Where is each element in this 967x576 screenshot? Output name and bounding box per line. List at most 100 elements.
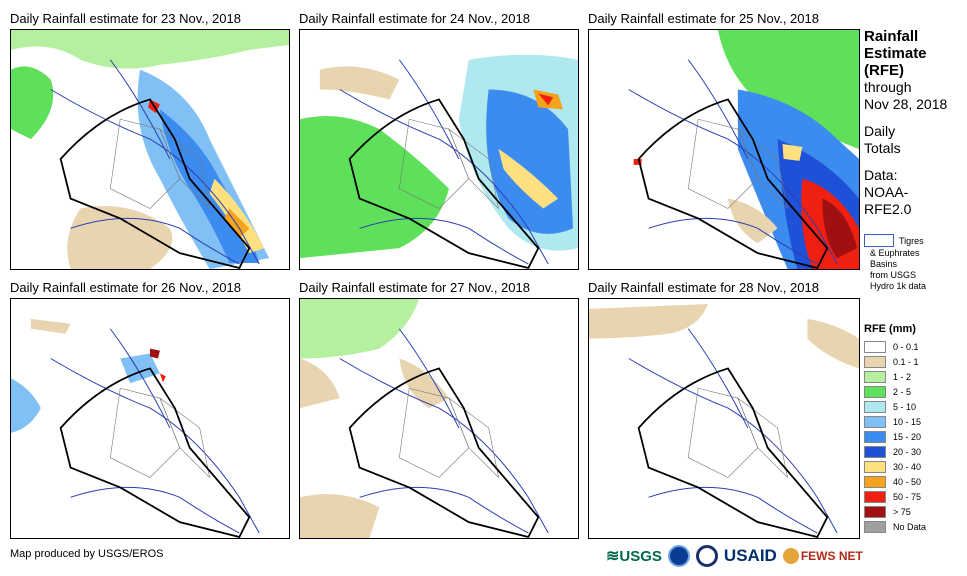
daily-line-2: Totals: [864, 140, 901, 156]
rain-layer: [300, 54, 578, 259]
basin-line-1: Tigres: [899, 236, 924, 246]
country-border: [59, 98, 251, 269]
legend-label: 1 - 2: [893, 371, 912, 382]
legend-swatch: [864, 340, 886, 353]
legend-swatch: [864, 415, 886, 428]
legend-row: 20 - 30: [864, 444, 964, 459]
panel-title-2: Daily Rainfall estimate for 24 Nov., 201…: [299, 11, 530, 26]
rivers: [628, 59, 838, 265]
legend-label: > 75: [893, 506, 911, 517]
legend-row: 40 - 50: [864, 474, 964, 489]
legend-swatch: [864, 355, 886, 368]
legend-label: 0.1 - 1: [893, 356, 919, 367]
legend-swatch: [864, 370, 886, 383]
legend-label: 30 - 40: [893, 461, 922, 472]
legend-row: 10 - 15: [864, 414, 964, 429]
legend-row: 0.1 - 1: [864, 354, 964, 369]
basin-note: Tigres & Euphrates Basins from USGS Hydr…: [864, 234, 964, 292]
province-borders: [398, 118, 500, 210]
daily-line-1: Daily: [864, 123, 896, 139]
map-svg-1: [11, 30, 289, 269]
rainfall-map-6: [588, 298, 860, 539]
rainfall-map-1: [10, 29, 290, 270]
rain-layer: [589, 303, 859, 369]
province-borders: [687, 118, 789, 210]
map-svg-6: [589, 303, 859, 538]
heading-line-1: Rainfall: [864, 28, 919, 45]
panel-title-3: Daily Rainfall estimate for 25 Nov., 201…: [588, 11, 819, 26]
legend-row: No Data: [864, 519, 964, 534]
rivers: [339, 328, 549, 534]
legend-label: 50 - 75: [893, 491, 922, 502]
usgs-wave-icon: ≋: [606, 548, 620, 565]
legend-row: 15 - 20: [864, 429, 964, 444]
legend-swatch: [864, 400, 886, 413]
legend-label: 2 - 5: [893, 386, 912, 397]
legend-row: 30 - 40: [864, 459, 964, 474]
data-line-1: Data:: [864, 167, 898, 183]
province-borders: [109, 387, 211, 479]
through-line-1: through: [864, 79, 912, 95]
legend-swatch: [864, 430, 886, 443]
legend-row: 2 - 5: [864, 384, 964, 399]
panel-title-4: Daily Rainfall estimate for 26 Nov., 201…: [10, 280, 241, 295]
usaid-logo: USAID: [724, 546, 777, 566]
data-line-3: RFE2.0: [864, 201, 912, 217]
sidebar-info: Rainfall Estimate (RFE) through Nov 28, …: [864, 28, 964, 218]
province-borders: [398, 387, 500, 479]
legend-label: 0 - 0.1: [893, 341, 919, 352]
data-line-2: NOAA-: [864, 184, 909, 200]
legend-swatch: [864, 385, 886, 398]
logo-strip: ≋ USGS USAID FEWS NET: [606, 542, 863, 570]
legend-title: RFE (mm): [864, 323, 916, 335]
legend-label: 40 - 50: [893, 476, 922, 487]
rivers: [628, 328, 838, 534]
through-line-2: Nov 28, 2018: [864, 96, 948, 112]
rainfall-map-2: [299, 29, 579, 270]
country-border: [637, 367, 829, 538]
legend-label: No Data: [893, 521, 927, 532]
rain-layer: [11, 30, 289, 269]
basin-line-4: from USGS: [870, 270, 917, 280]
rivers: [339, 59, 549, 265]
legend-row: 5 - 10: [864, 399, 964, 414]
legend-swatch: [864, 490, 886, 503]
rain-layer: [633, 30, 859, 269]
dhs-seal-icon: [695, 545, 718, 567]
legend-label: 15 - 20: [893, 431, 922, 442]
map-svg-2: [300, 54, 578, 269]
legend-swatch: [864, 460, 886, 473]
map-credit: Map produced by USGS/EROS: [10, 548, 164, 560]
heading-line-2: Estimate: [864, 45, 927, 62]
legend-label: 20 - 30: [893, 446, 922, 457]
rainfall-map-3: [588, 29, 860, 270]
legend-label: 5 - 10: [893, 401, 917, 412]
legend-swatch: [864, 475, 886, 488]
legend-swatch: [864, 445, 886, 458]
heading-line-3: (RFE): [864, 62, 904, 79]
legend-row: 50 - 75: [864, 489, 964, 504]
province-borders: [109, 118, 211, 210]
usgs-logo-text: USGS: [619, 547, 662, 565]
country-border: [59, 367, 251, 538]
country-border: [637, 98, 829, 269]
map-svg-5: [300, 299, 549, 538]
basin-swatch: [864, 234, 894, 247]
panel-title-1: Daily Rainfall estimate for 23 Nov., 201…: [10, 11, 241, 26]
legend-swatch: [864, 505, 886, 518]
rain-layer: [300, 299, 449, 538]
noaa-logo-icon: [667, 545, 690, 567]
province-borders: [687, 387, 789, 479]
legend-swatch: [864, 520, 886, 533]
fewsnet-logo: FEWS NET: [782, 548, 863, 564]
panel-title-6: Daily Rainfall estimate for 28 Nov., 201…: [588, 280, 819, 295]
basin-line-5: Hydro 1k data: [870, 281, 927, 291]
country-border: [348, 367, 540, 538]
rfe-legend: RFE (mm) 0 - 0.1 0.1 - 1 1 - 2 2 - 5 5 - 10 1…: [864, 323, 964, 534]
rivers: [50, 59, 260, 265]
legend-rows: 0 - 0.1 0.1 - 1 1 - 2 2 - 5 5 - 10 10 - 15 15 …: [864, 339, 964, 534]
map-svg-3: [628, 30, 859, 269]
legend-row: > 75: [864, 504, 964, 519]
legend-row: 1 - 2: [864, 369, 964, 384]
legend-row: 0 - 0.1: [864, 339, 964, 354]
